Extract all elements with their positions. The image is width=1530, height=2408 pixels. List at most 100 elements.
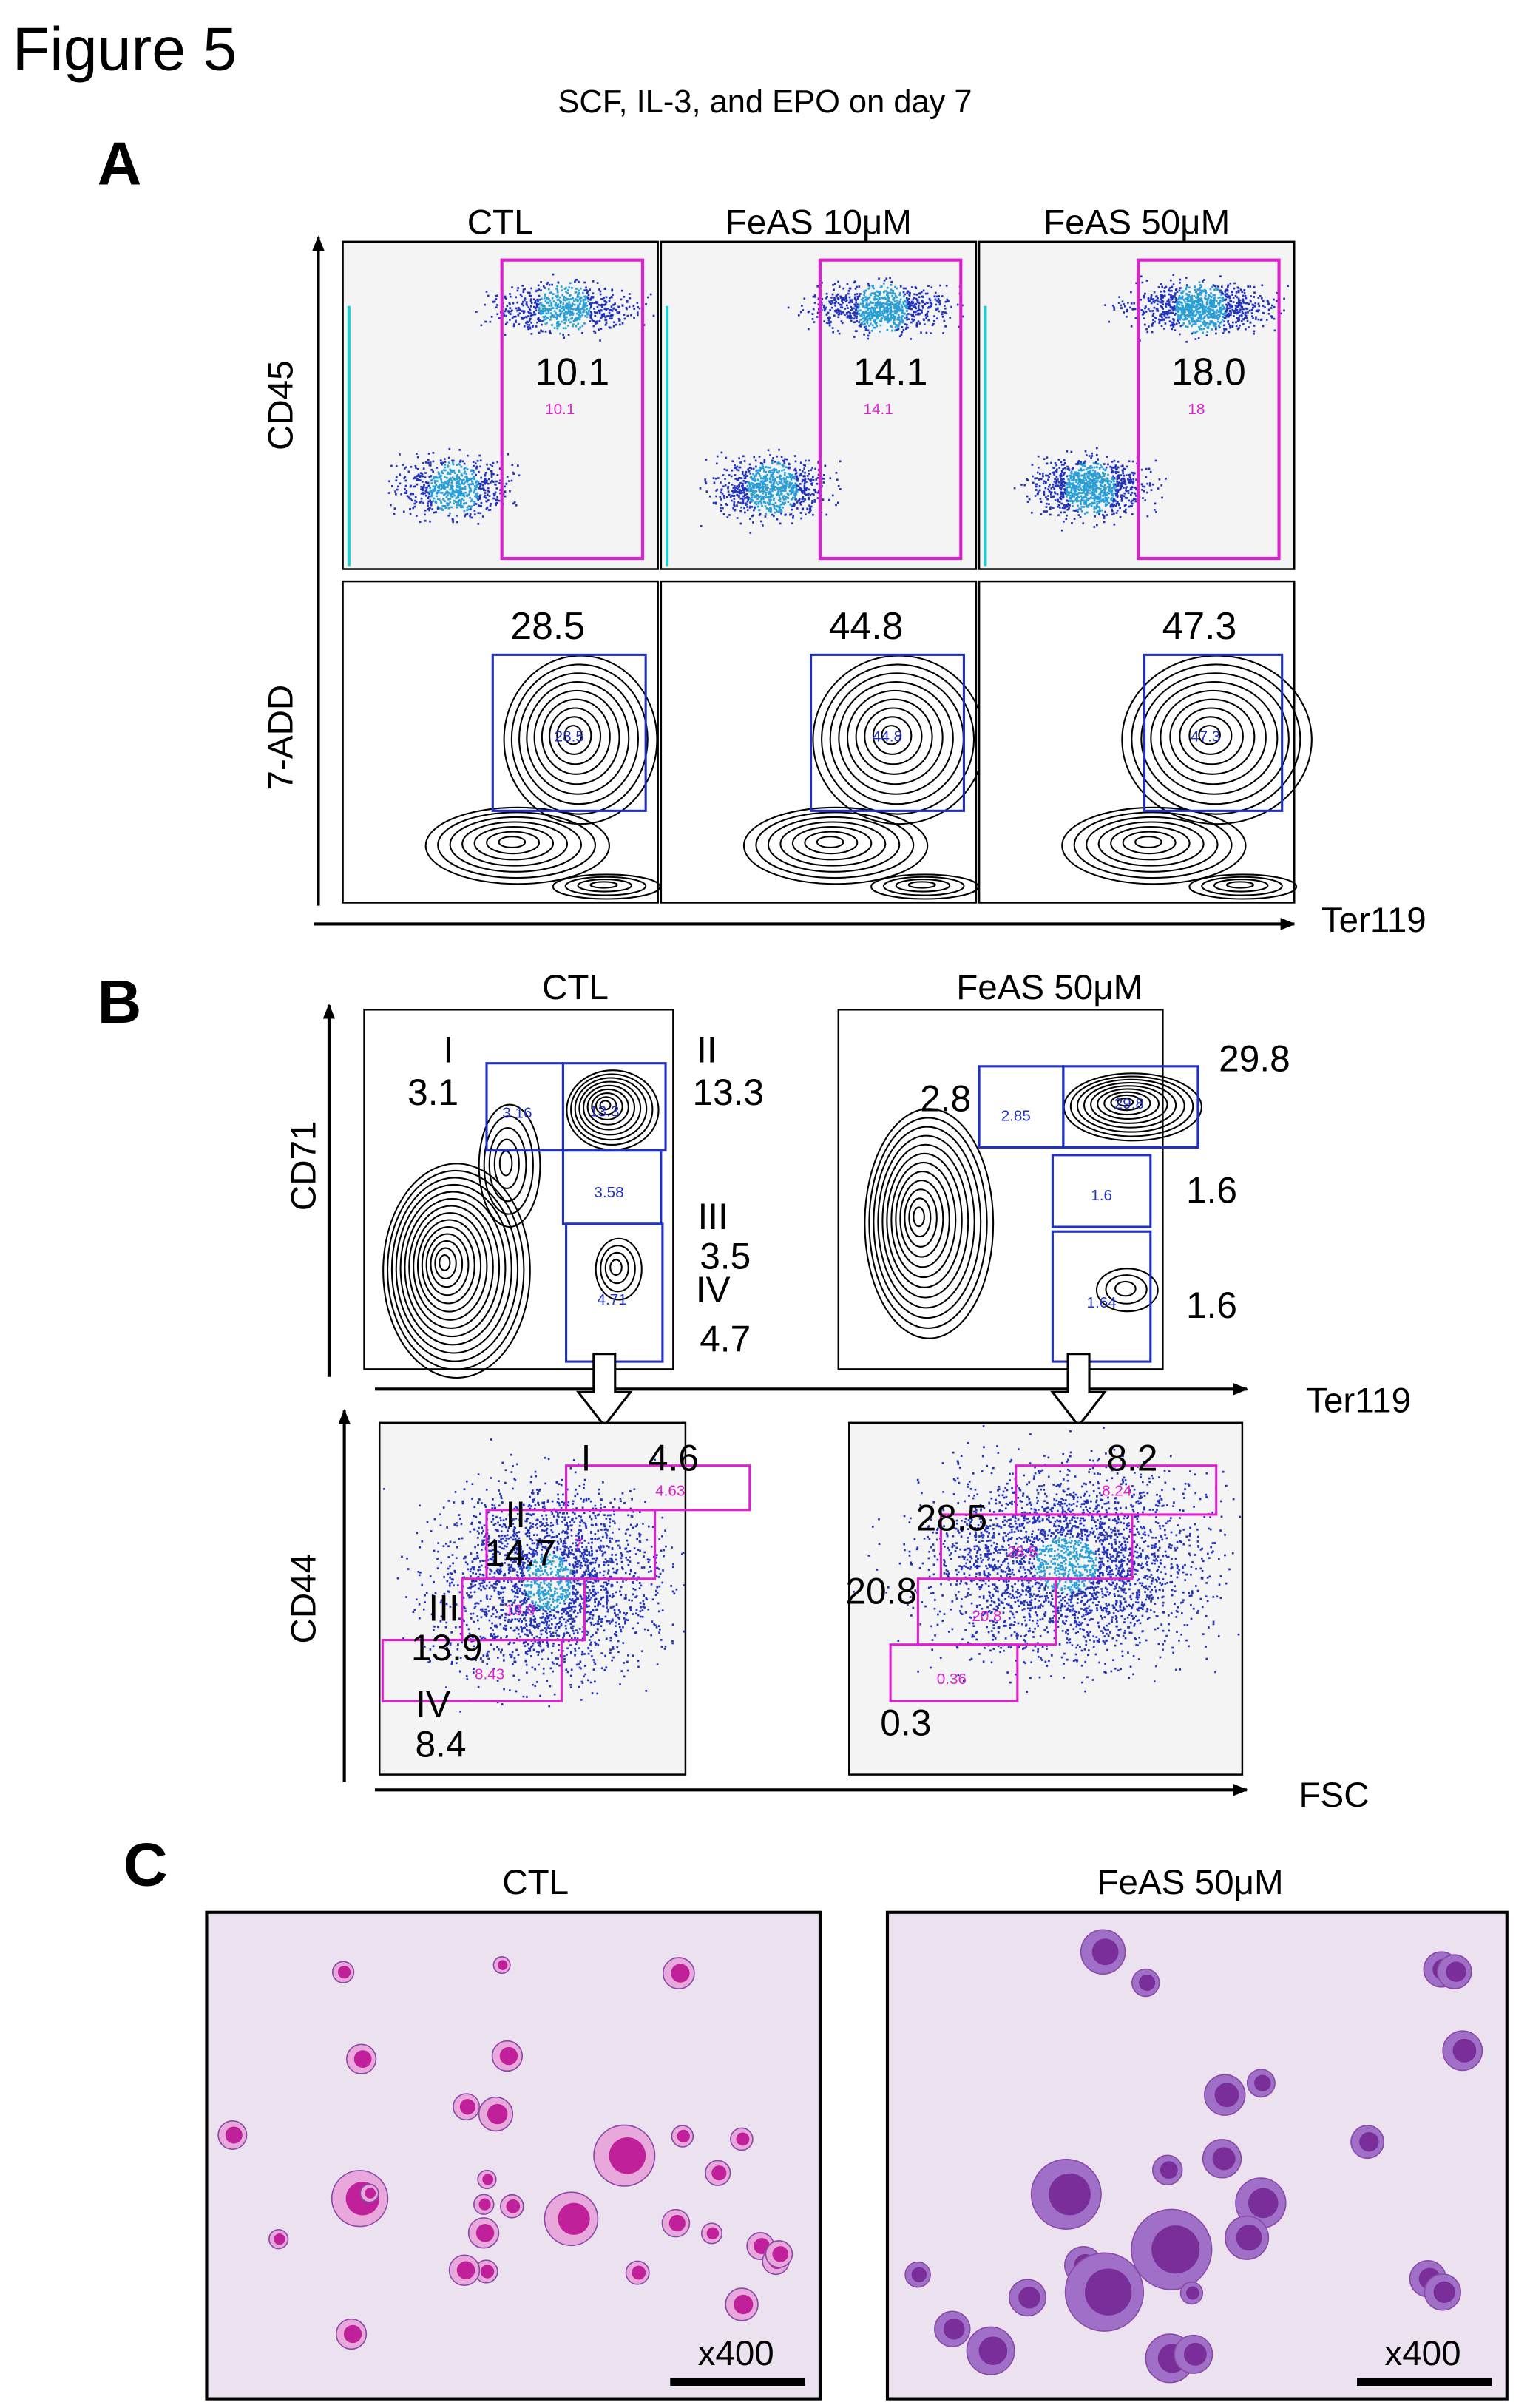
dot	[1108, 487, 1111, 490]
dot	[743, 507, 745, 510]
dot	[890, 280, 893, 283]
dot	[1205, 309, 1208, 312]
dot	[539, 319, 542, 322]
dot	[1162, 313, 1165, 316]
dot	[1204, 297, 1206, 300]
dot	[473, 471, 475, 474]
dot	[568, 307, 571, 309]
dot	[849, 314, 852, 317]
dot	[1125, 511, 1127, 514]
dot	[509, 490, 511, 493]
dot	[773, 497, 776, 500]
dot	[780, 512, 782, 515]
dot	[1258, 309, 1260, 312]
dot	[1233, 309, 1236, 312]
dot	[429, 490, 432, 493]
dot	[892, 291, 895, 294]
dot	[887, 302, 890, 305]
dot	[1219, 312, 1222, 314]
dot	[926, 292, 929, 295]
dot	[761, 480, 764, 482]
dot	[1105, 466, 1108, 469]
dot	[720, 504, 722, 507]
dot	[576, 296, 579, 298]
dot	[765, 496, 767, 498]
dot	[1068, 474, 1071, 477]
dot	[1195, 307, 1197, 310]
dot	[887, 297, 890, 300]
dot	[1187, 297, 1189, 300]
dot	[484, 478, 487, 481]
dot	[770, 510, 773, 512]
dot	[1208, 316, 1211, 319]
dot	[1161, 319, 1163, 322]
dot	[745, 470, 748, 473]
dot	[835, 295, 838, 297]
dot	[896, 309, 898, 311]
dot	[797, 485, 800, 487]
dot	[936, 308, 939, 311]
dot	[473, 510, 476, 512]
dot	[463, 495, 466, 498]
dot	[600, 317, 602, 319]
dot	[524, 297, 527, 300]
dot	[1127, 478, 1129, 481]
dot	[1074, 493, 1077, 496]
dot	[859, 309, 862, 312]
dot	[1080, 461, 1083, 464]
dot	[1031, 464, 1034, 466]
dot	[450, 492, 453, 495]
dot	[1179, 318, 1182, 321]
dot	[876, 298, 879, 301]
dot	[431, 508, 433, 510]
dot	[898, 309, 901, 312]
dot	[895, 312, 898, 315]
dot	[1155, 295, 1157, 298]
dot	[1190, 313, 1193, 315]
dot	[917, 305, 920, 308]
dot	[447, 507, 450, 510]
dot	[899, 298, 902, 301]
dot	[790, 483, 792, 486]
dot	[544, 322, 547, 325]
dot	[1195, 297, 1198, 299]
dot	[1236, 302, 1239, 305]
subtitle: SCF, IL-3, and EPO on day 7	[558, 84, 972, 120]
dot	[1210, 296, 1213, 298]
dot	[1099, 492, 1102, 494]
dot	[776, 461, 779, 464]
dot	[521, 318, 524, 320]
dot	[854, 287, 857, 290]
dot	[774, 511, 776, 514]
dot	[806, 507, 809, 510]
dot	[759, 475, 762, 477]
dot	[592, 280, 595, 283]
dot	[455, 481, 458, 484]
dot	[578, 318, 581, 321]
dot	[795, 483, 798, 486]
dot	[1215, 300, 1218, 302]
gate-value: 14.1	[853, 350, 928, 393]
dot	[460, 500, 462, 502]
dot	[1254, 318, 1257, 320]
dot	[583, 306, 585, 309]
dot	[1213, 314, 1216, 317]
dot	[577, 308, 579, 311]
dot	[446, 479, 449, 482]
dot	[1243, 292, 1246, 294]
dot	[594, 314, 597, 317]
dot	[1189, 298, 1192, 300]
dot	[489, 320, 492, 323]
dot	[855, 317, 858, 320]
dot	[893, 317, 896, 319]
dot	[811, 476, 814, 478]
dot	[850, 319, 853, 322]
dot	[1060, 495, 1063, 498]
dot	[1114, 466, 1117, 468]
dot	[752, 499, 754, 502]
dot	[1226, 314, 1229, 316]
dot	[1081, 498, 1084, 501]
dot	[853, 321, 856, 324]
dot	[1091, 473, 1094, 475]
dot	[840, 311, 843, 314]
